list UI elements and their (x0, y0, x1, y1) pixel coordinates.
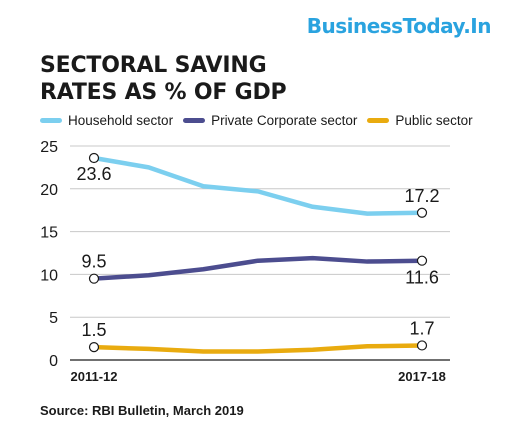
chart-title-line-1: SECTORAL SAVING (40, 53, 267, 78)
legend: Household sector Private Corporate secto… (40, 113, 483, 128)
chart-title-line-2: RATES AS % OF GDP (40, 80, 287, 105)
data-label: 23.6 (76, 164, 111, 184)
source-note: Source: RBI Bulletin, March 2019 (40, 403, 244, 418)
x-tick-label: 2011-12 (71, 369, 118, 384)
legend-label-public: Public sector (395, 113, 473, 128)
legend-label-corporate: Private Corporate sector (211, 113, 358, 128)
data-label: 9.5 (81, 252, 106, 272)
y-tick-label: 15 (40, 225, 58, 242)
data-label: 1.5 (81, 320, 106, 340)
data-point-marker (416, 255, 428, 266)
data-point-marker (88, 152, 100, 164)
data-label: 17.2 (404, 186, 439, 206)
legend-item-corporate: Private Corporate sector (183, 113, 357, 128)
legend-swatch-public (367, 118, 390, 123)
y-tick-label: 20 (40, 182, 58, 199)
series-line-public (91, 343, 425, 354)
y-tick-label: 25 (40, 139, 58, 156)
data-point-marker (88, 342, 100, 353)
legend-label-household: Household sector (68, 113, 174, 128)
data-label: 11.6 (405, 268, 439, 288)
data-point-marker (416, 207, 428, 218)
data-label: 1.7 (409, 318, 434, 338)
y-tick-label: 10 (40, 267, 58, 284)
brand-logo: BusinessToday.In (306, 14, 492, 38)
data-point-marker (88, 273, 100, 284)
legend-swatch-household (40, 118, 62, 123)
legend-item-public: Public sector (367, 113, 473, 128)
data-point-marker (416, 340, 428, 351)
series-line-corporate (91, 255, 425, 281)
x-tick-label: 2017-18 (398, 369, 446, 384)
legend-swatch-corporate (183, 118, 206, 123)
y-tick-label: 5 (49, 310, 58, 327)
legend-item-household: Household sector (40, 113, 173, 128)
series-line-household (91, 155, 425, 216)
y-tick-label: 0 (49, 353, 58, 370)
chart-title: SECTORAL SAVING RATES AS % OF GDP (40, 52, 287, 106)
